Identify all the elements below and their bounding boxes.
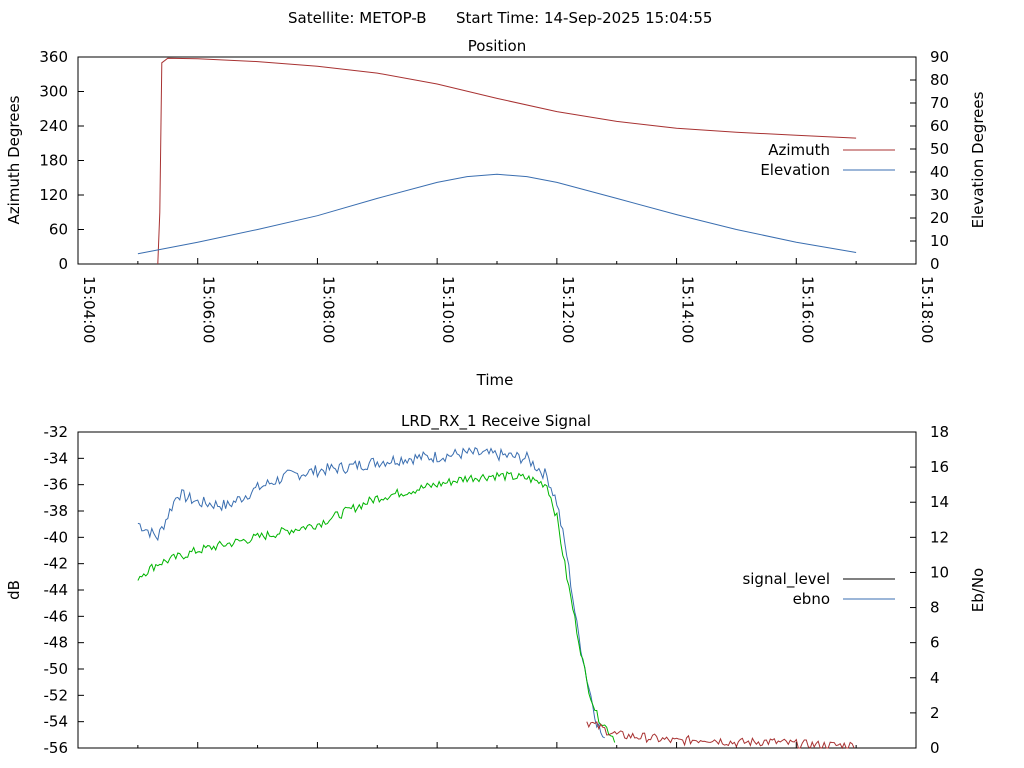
receive-y2-tick-label: 0 — [930, 739, 940, 757]
receive-y-tick-label: -54 — [44, 713, 69, 731]
position-y-tick-label: 360 — [39, 48, 68, 66]
receive-y-tick-label: -32 — [44, 423, 69, 441]
position-legend-label: Azimuth — [768, 141, 830, 159]
position-y2-tick-label: 60 — [930, 117, 949, 135]
receive-series-green-trace — [137, 471, 616, 743]
position-x-tick-label: 15:14:00 — [679, 276, 697, 343]
position-y2-tick-label: 80 — [930, 71, 949, 89]
receive-y-tick-label: -42 — [44, 555, 69, 573]
position-series-elevation — [137, 173, 857, 255]
position-y-tick-label: 180 — [39, 152, 68, 170]
receive-y2-tick-label: 18 — [930, 423, 949, 441]
position-chart: Position Azimuth Degrees Elevation Degre… — [5, 37, 987, 748]
position-y2-tick-label: 10 — [930, 232, 949, 250]
receive-y2label: Eb/No — [969, 568, 987, 612]
receive-ylabel: dB — [5, 580, 23, 600]
receive-series-red-trace — [586, 721, 855, 750]
receive-y-tick-label: -46 — [44, 607, 69, 625]
receive-y2-tick-label: 2 — [930, 704, 940, 722]
receive-signal-chart: LRD_RX_1 Receive Signal dB Eb/No -32 -34 -… — [5, 412, 987, 757]
receive-y-tick-label: -44 — [44, 581, 69, 599]
header-satellite: Satellite: METOP-B — [288, 9, 427, 27]
receive-y2-tick-label: 6 — [930, 634, 940, 652]
position-y2-tick-label: 90 — [930, 48, 949, 66]
receive-y-tick-label: -52 — [44, 686, 69, 704]
position-y-tick-label: 300 — [39, 83, 68, 101]
receive-y2-tick-label: 8 — [930, 599, 940, 617]
receive-plot-frame — [77, 431, 917, 749]
receive-signal-title: LRD_RX_1 Receive Signal — [401, 412, 591, 431]
receive-y-tick-label: -50 — [44, 660, 69, 678]
position-x-tick-label: 15:08:00 — [319, 276, 337, 343]
receive-legend-label: ebno — [793, 590, 830, 608]
receive-y2-tick-label: 12 — [930, 528, 949, 546]
position-x-tick-label: 15:06:00 — [200, 276, 218, 343]
header-start-time: Start Time: 14-Sep-2025 15:04:55 — [456, 9, 712, 27]
position-legend-label: Elevation — [760, 161, 830, 179]
position-y2-tick-label: 30 — [930, 186, 949, 204]
position-series-azimuth — [157, 57, 857, 265]
receive-y-tick-label: -56 — [44, 739, 69, 757]
position-y2-tick-label: 0 — [930, 255, 940, 273]
receive-y2-tick-label: 14 — [930, 493, 949, 511]
receive-y-tick-label: -48 — [44, 634, 69, 652]
receive-y2-tick-label: 10 — [930, 563, 949, 581]
position-y2-tick-label: 70 — [930, 94, 949, 112]
position-x-tick-label: 15:12:00 — [559, 276, 577, 343]
receive-series-ebno — [137, 447, 605, 739]
position-y-tick-label: 0 — [58, 255, 68, 273]
position-y-tick-label: 240 — [39, 117, 68, 135]
position-xlabel: Time — [476, 371, 514, 389]
position-y-tick-label: 60 — [49, 221, 68, 239]
receive-y-tick-label: -38 — [44, 502, 69, 520]
receive-y2-tick-label: 4 — [930, 669, 940, 687]
receive-y2-tick-label: 16 — [930, 458, 949, 476]
position-x-tick-label: 15:10:00 — [439, 276, 457, 343]
position-x-tick-label: 15:18:00 — [918, 276, 936, 343]
position-x-tick-label: 15:16:00 — [798, 276, 816, 343]
position-x-tick-label: 15:04:00 — [80, 276, 98, 343]
position-title: Position — [468, 37, 526, 55]
position-y2-tick-label: 20 — [930, 209, 949, 227]
receive-legend-label: signal_level — [742, 570, 830, 589]
position-y2-tick-label: 40 — [930, 163, 949, 181]
position-y2label: Elevation Degrees — [969, 91, 987, 228]
position-ylabel: Azimuth Degrees — [5, 95, 23, 224]
position-y-tick-label: 120 — [39, 186, 68, 204]
receive-y-tick-label: -34 — [44, 449, 69, 467]
receive-y-tick-label: -40 — [44, 528, 69, 546]
position-y2-tick-label: 50 — [930, 140, 949, 158]
receive-y-tick-label: -36 — [44, 476, 69, 494]
